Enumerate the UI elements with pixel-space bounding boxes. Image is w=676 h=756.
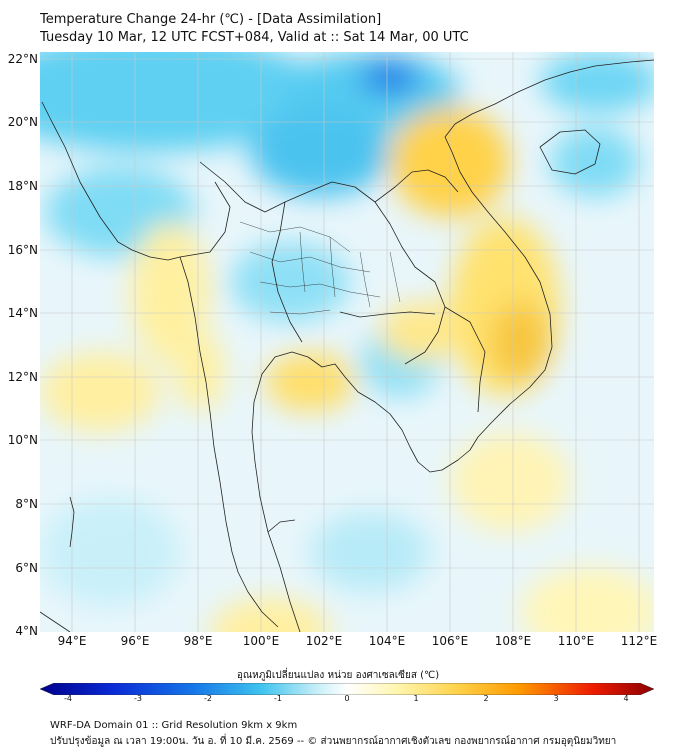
lon-label: 106°E: [431, 634, 469, 648]
lat-label: 22°N: [7, 52, 38, 66]
lat-label: 4°N: [15, 624, 38, 638]
colorbar-tick: 1: [413, 694, 419, 703]
lon-label: 98°E: [183, 634, 213, 648]
lon-label: 100°E: [242, 634, 280, 648]
lon-label: 108°E: [494, 634, 532, 648]
colorbar-title: อุณหภูมิเปลี่ยนแปลง หน่วย องศาเซลเซียส (…: [236, 670, 440, 681]
lat-label: 16°N: [7, 243, 38, 257]
lat-label: 8°N: [15, 497, 38, 511]
lon-label: 104°E: [368, 634, 406, 648]
temperature-change-map: [40, 52, 654, 632]
colorbar-tick: -3: [134, 694, 142, 703]
lon-label: 110°E: [557, 634, 595, 648]
colorbar-tick: -2: [204, 694, 212, 703]
lat-label: 10°N: [7, 433, 38, 447]
colorbar-tick: -4: [64, 694, 72, 703]
lat-label: 20°N: [7, 115, 38, 129]
lon-label: 112°E: [620, 634, 658, 648]
colorbar-tick: 2: [483, 694, 489, 703]
coastlines-and-borders: [40, 59, 654, 632]
lon-label: 94°E: [57, 634, 87, 648]
footer-credit: ปรับปรุงข้อมูล ณ เวลา 19:00น. วัน อ. ที่…: [50, 736, 617, 747]
lat-label: 18°N: [7, 179, 38, 193]
chart-title: Temperature Change 24-hr (℃) - [Data Ass…: [40, 12, 382, 27]
lon-label: 102°E: [305, 634, 343, 648]
colorbar-tick: 4: [623, 694, 629, 703]
colorbar-tick: 0: [344, 694, 350, 703]
lat-label: 12°N: [7, 370, 38, 384]
lon-label: 96°E: [120, 634, 150, 648]
lat-label: 14°N: [7, 306, 38, 320]
graticule: [40, 52, 654, 632]
lat-label: 6°N: [15, 561, 38, 575]
province-borders: [239, 221, 401, 315]
colorbar-tick: 3: [553, 694, 559, 703]
colorbar-tick: -1: [274, 694, 282, 703]
footer-model-info: WRF-DA Domain 01 :: Grid Resolution 9km …: [50, 720, 298, 731]
chart-subtitle: Tuesday 10 Mar, 12 UTC FCST+084, Valid a…: [40, 30, 469, 45]
